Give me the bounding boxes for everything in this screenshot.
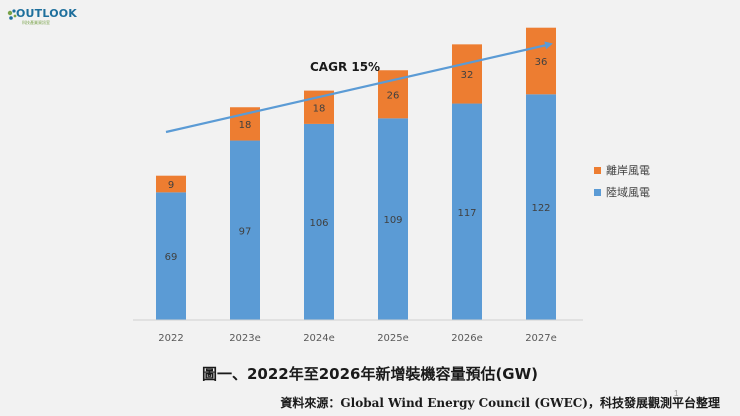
data-label-onshore-2022: 69 xyxy=(165,252,178,263)
bar-onshore-2027e xyxy=(526,94,556,320)
bar-offshore-2027e xyxy=(526,27,556,95)
x-tick-2025e: 2025e xyxy=(377,333,409,344)
data-label-offshore-2022: 9 xyxy=(168,180,174,191)
x-tick-2027e: 2027e xyxy=(525,333,557,344)
data-label-offshore-2025e: 26 xyxy=(387,90,400,101)
legend-swatch-offshore xyxy=(594,167,601,174)
bar-onshore-2023e xyxy=(230,140,260,320)
data-label-onshore-2023e: 97 xyxy=(239,226,252,237)
data-label-offshore-2023e: 18 xyxy=(239,120,252,131)
cagr-annotation: CAGR 15% xyxy=(310,60,380,74)
data-label-onshore-2027e: 122 xyxy=(531,203,550,214)
x-tick-2023e: 2023e xyxy=(229,333,261,344)
outlook-logo: OUTLOOK 科技產業資訊室 xyxy=(6,6,78,30)
logo-text: OUTLOOK xyxy=(16,7,78,20)
data-label-offshore-2024e: 18 xyxy=(313,103,326,114)
bar-onshore-2026e xyxy=(452,103,482,320)
legend-swatch-onshore xyxy=(594,189,601,196)
bar-onshore-2022 xyxy=(156,192,186,320)
x-tick-labels: 2022 2023e 2024e 2025e 2026e 2027e xyxy=(158,333,557,344)
source-note: 資料來源：Global Wind Energy Council (GWEC)，科… xyxy=(280,396,720,410)
logo-subtitle: 科技產業資訊室 xyxy=(22,20,50,25)
bar-offshore-2026e xyxy=(452,44,482,104)
data-label-onshore-2024e: 106 xyxy=(309,218,328,229)
x-tick-2026e: 2026e xyxy=(451,333,483,344)
data-label-onshore-2026e: 117 xyxy=(457,208,476,219)
cagr-arrow xyxy=(165,41,553,134)
page-number: 1 xyxy=(674,389,679,398)
data-label-offshore-2027e: 36 xyxy=(535,57,548,68)
logo-dots-icon xyxy=(7,9,17,20)
bar-offshore-2022 xyxy=(156,175,186,193)
bar-offshore-2023e xyxy=(230,107,260,141)
legend-label-offshore: 離岸風電 xyxy=(606,163,650,177)
bar-onshore-2024e xyxy=(304,123,334,321)
data-label-offshore-2026e: 32 xyxy=(461,70,474,81)
chart-caption: 圖一、2022年至2026年新增裝機容量預估(GW) xyxy=(201,365,539,383)
bars-group: 69 9 97 18 106 18 109 26 117 32 122 36 xyxy=(156,27,556,321)
data-label-onshore-2025e: 109 xyxy=(383,215,402,226)
legend-label-onshore: 陸域風電 xyxy=(606,186,650,199)
x-tick-2022: 2022 xyxy=(158,333,183,344)
x-tick-2024e: 2024e xyxy=(303,333,335,344)
bar-onshore-2025e xyxy=(378,118,408,320)
